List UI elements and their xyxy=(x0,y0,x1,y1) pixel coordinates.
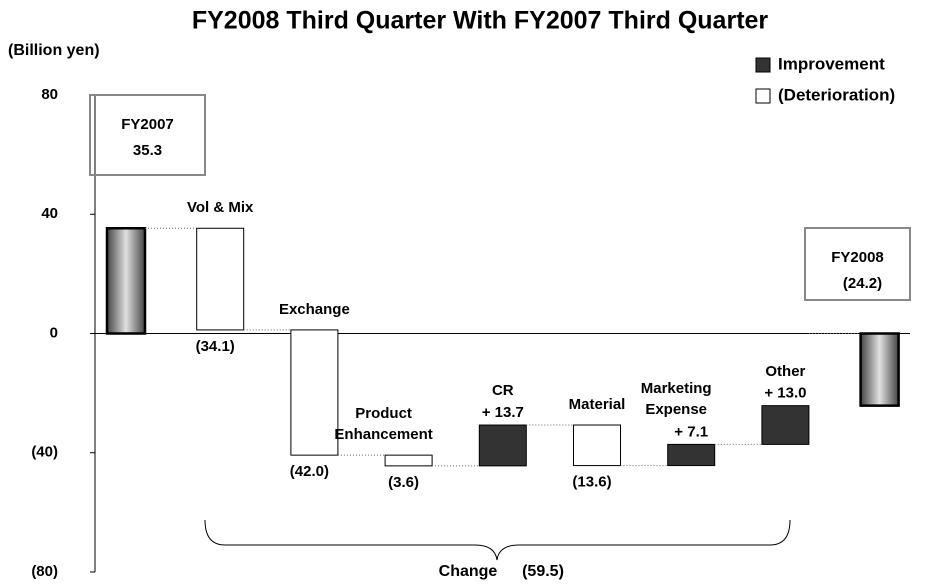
chart-title: FY2008 Third Quarter With FY2007 Third Q… xyxy=(192,7,769,35)
bar xyxy=(478,424,527,467)
value-label: (3.6) xyxy=(388,474,419,491)
total-label: FY2007 xyxy=(121,116,174,133)
y-tick-label: 0 xyxy=(50,324,58,341)
bar xyxy=(573,424,621,467)
category-label: Material xyxy=(568,396,626,414)
value-label: + 13.7 xyxy=(482,404,524,421)
legend-label: Improvement xyxy=(778,54,885,73)
bar xyxy=(859,332,900,407)
bar xyxy=(196,227,245,331)
y-tick-label: (40) xyxy=(31,444,58,461)
value-label: (34.1) xyxy=(196,338,235,355)
category-label: Other xyxy=(765,362,806,380)
brace xyxy=(204,519,791,561)
total-value: 35.3 xyxy=(133,142,162,159)
bar xyxy=(761,405,810,445)
total-value: (24.2) xyxy=(843,275,882,292)
legend-swatch xyxy=(755,88,771,104)
bar xyxy=(667,443,716,467)
y-tick-label: 40 xyxy=(41,205,58,222)
value-label: (42.0) xyxy=(290,463,329,480)
category-label: Vol & Mix xyxy=(186,199,254,217)
change-value: (59.5) xyxy=(522,563,564,580)
total-box xyxy=(804,227,911,301)
y-tick-label: 80 xyxy=(41,86,58,103)
total-box xyxy=(89,94,206,176)
bar xyxy=(105,227,147,335)
legend-label: (Deterioration) xyxy=(778,85,895,104)
category-label: Exchange xyxy=(278,300,350,318)
value-label: + 7.1 xyxy=(674,423,708,440)
change-label: Change xyxy=(439,563,498,580)
category-label: Product Enhancement xyxy=(334,405,433,444)
bar xyxy=(384,454,433,467)
bar xyxy=(290,329,339,456)
legend-swatch xyxy=(755,57,771,73)
total-label: FY2008 xyxy=(831,249,884,266)
y-tick-label: (80) xyxy=(31,563,58,580)
category-label: Marketing Expense xyxy=(640,380,712,419)
value-label: + 13.0 xyxy=(764,385,806,402)
y-axis-label: (Billion yen) xyxy=(8,42,100,59)
value-label: (13.6) xyxy=(572,474,611,491)
category-label: CR xyxy=(491,382,514,400)
